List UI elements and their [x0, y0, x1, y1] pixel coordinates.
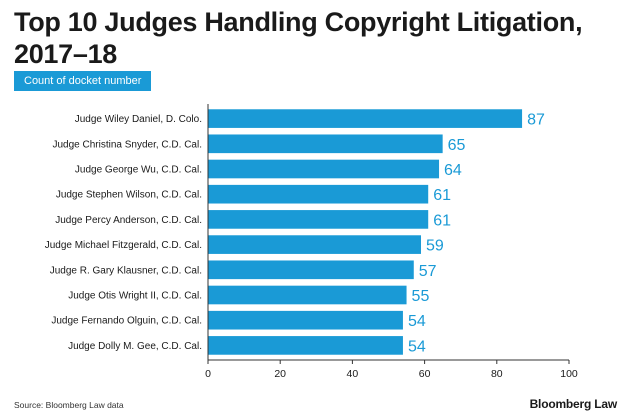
- category-label: Judge George Wu, C.D. Cal.: [75, 165, 202, 176]
- category-label: Judge Wiley Daniel, D. Colo.: [75, 114, 202, 125]
- category-label: Judge Dolly M. Gee, C.D. Cal.: [68, 341, 202, 352]
- x-tick-label: 0: [205, 368, 211, 380]
- bar: [208, 109, 523, 128]
- category-label: Judge Percy Anderson, C.D. Cal.: [55, 215, 202, 226]
- x-tick-label: 20: [274, 368, 286, 380]
- bar: [208, 184, 429, 204]
- category-label: Judge Stephen Wilson, C.D. Cal.: [56, 190, 202, 201]
- category-label: Judge Michael Fitzgerald, C.D. Cal.: [45, 240, 202, 251]
- data-label: 61: [433, 212, 451, 229]
- data-label: 61: [433, 187, 451, 204]
- data-label: 54: [408, 313, 426, 330]
- data-label: 87: [527, 112, 545, 129]
- x-tick-label: 80: [491, 368, 503, 380]
- chart-title: Top 10 Judges Handling Copyright Litigat…: [14, 7, 583, 69]
- data-label: 65: [448, 137, 466, 154]
- bar: [208, 285, 407, 305]
- brand-logo: Bloomberg Law: [529, 397, 618, 411]
- measure-badge: Count of docket number: [14, 71, 152, 91]
- data-label: 54: [408, 338, 426, 355]
- x-tick-label: 60: [419, 368, 431, 380]
- category-label: Judge R. Gary Klausner, C.D. Cal.: [50, 265, 202, 276]
- category-label: Judge Otis Wright II, C.D. Cal.: [68, 291, 202, 302]
- bar: [208, 159, 440, 179]
- data-label: 64: [444, 162, 462, 179]
- bar: [208, 260, 414, 280]
- bar: [208, 310, 403, 330]
- bar: [208, 210, 429, 229]
- data-label: 55: [412, 288, 430, 305]
- bar: [208, 336, 403, 355]
- data-label: 57: [419, 263, 437, 280]
- x-tick-label: 100: [560, 368, 578, 380]
- source-note: Source: Bloomberg Law data: [14, 400, 124, 410]
- category-label: Judge Fernando Olguin, C.D. Cal.: [51, 316, 202, 327]
- bar: [208, 134, 443, 154]
- x-tick-label: 40: [347, 368, 359, 380]
- data-label: 59: [426, 238, 444, 255]
- category-label: Judge Christina Snyder, C.D. Cal.: [52, 139, 202, 150]
- bar: [208, 235, 421, 254]
